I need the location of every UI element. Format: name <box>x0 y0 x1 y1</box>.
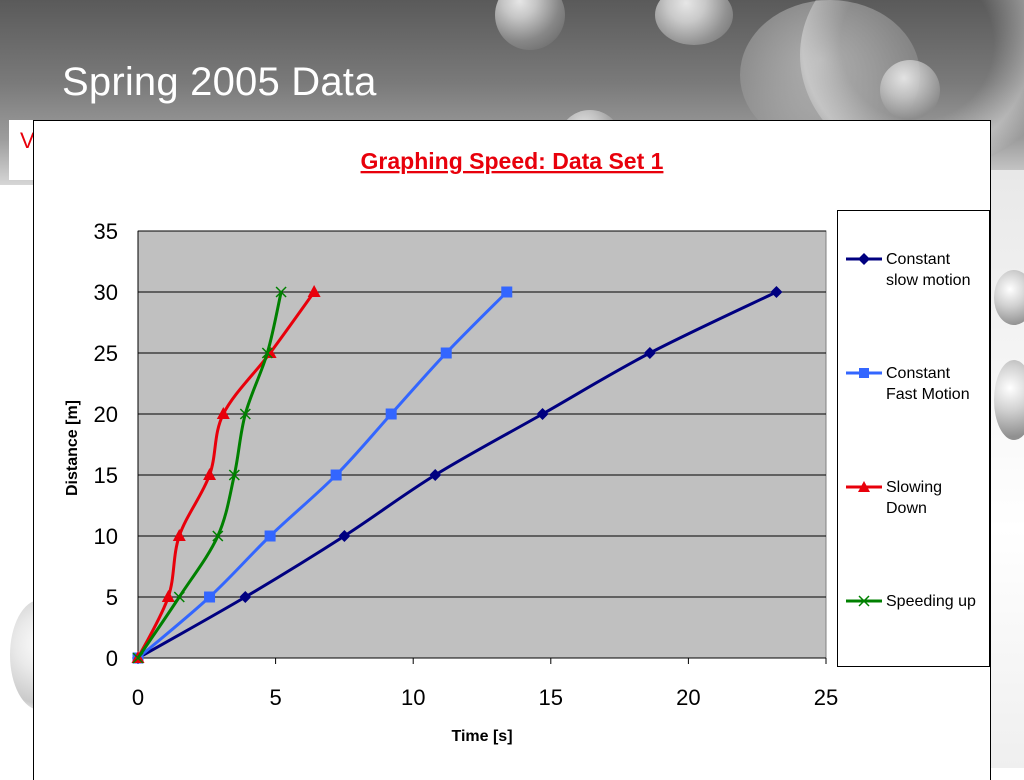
series-slowing-down <box>131 285 321 663</box>
chart-legend: Constant slow motion Constant Fast Motio… <box>837 210 990 667</box>
data-point <box>173 591 185 603</box>
data-point <box>228 469 240 481</box>
data-point <box>501 286 513 298</box>
legend-marker-square-icon <box>846 368 882 378</box>
y-tick-label: 30 <box>94 280 118 305</box>
data-point <box>330 469 342 481</box>
gridlines <box>138 230 826 598</box>
data-point <box>132 652 144 664</box>
y-tick-label: 10 <box>94 524 118 549</box>
legend-marker-diamond-icon <box>846 253 882 265</box>
x-tick-label: 5 <box>269 685 281 710</box>
series-constant-slow-motion <box>132 286 783 664</box>
data-point <box>643 347 656 359</box>
axes <box>137 231 826 659</box>
data-point <box>264 530 276 542</box>
legend-marker-triangle-icon <box>846 481 882 492</box>
page-title: Spring 2005 Data <box>62 60 377 104</box>
decorative-right-strip <box>990 170 1024 768</box>
data-point <box>204 591 216 603</box>
series-group <box>131 285 783 664</box>
data-point <box>261 347 273 359</box>
data-point <box>212 530 224 542</box>
data-point <box>338 530 351 542</box>
x-axis-label: Time [s] <box>451 728 512 745</box>
decorative-sphere <box>880 60 940 120</box>
series-speeding-up <box>132 286 287 664</box>
chart-title: Graphing Speed: Data Set 1 <box>361 148 664 174</box>
data-point <box>307 285 321 297</box>
legend-label: Slowing Down <box>886 479 943 517</box>
y-tick-label: 5 <box>106 585 118 610</box>
data-point <box>172 529 186 541</box>
y-tick-label: 25 <box>94 341 118 366</box>
x-tick-label: 25 <box>814 685 838 710</box>
y-tick-label: 0 <box>106 646 118 671</box>
y-axis-label: Distance [m] <box>64 400 81 496</box>
data-point <box>161 590 175 602</box>
x-tick-label: 15 <box>539 685 563 710</box>
decorative-sphere <box>994 270 1024 325</box>
data-point <box>536 408 549 420</box>
data-point <box>239 591 252 603</box>
legend-marker-x-icon <box>846 595 882 607</box>
y-tick-label: 20 <box>94 402 118 427</box>
plot-area <box>137 230 827 659</box>
y-tick-label: 15 <box>94 463 118 488</box>
data-point <box>216 407 230 419</box>
data-point <box>440 347 452 359</box>
data-point <box>385 408 397 420</box>
x-tick-label: 10 <box>401 685 425 710</box>
data-point <box>275 286 287 298</box>
legend-label: Constant slow motion <box>886 251 971 289</box>
legend-label: Constant Fast Motion <box>886 365 970 403</box>
x-tick-label: 20 <box>676 685 700 710</box>
tick-labels: 0 5 10 15 20 25 30 35 0 5 10 15 20 25 <box>94 219 839 710</box>
decorative-sphere <box>994 360 1024 440</box>
x-tick-label: 0 <box>132 685 144 710</box>
data-point <box>770 286 783 298</box>
data-point <box>203 468 217 480</box>
y-tick-label: 35 <box>94 219 118 244</box>
legend-label: Speeding up <box>886 593 976 610</box>
data-point <box>239 408 251 420</box>
data-point <box>429 469 442 481</box>
